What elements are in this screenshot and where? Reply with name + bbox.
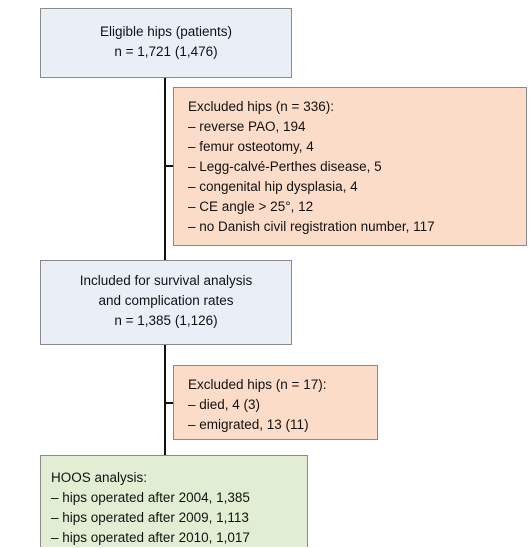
node-line: – Legg-calvé-Perthes disease, 5 [188, 159, 382, 174]
node-line: Included for survival analysis [79, 273, 253, 288]
excluded-box: Excluded hips (n = 17): – died, 4 (3) – em… [173, 365, 378, 440]
node-line: – femur osteotomy, 4 [188, 139, 314, 154]
excluded-box: Excluded hips (n = 336): – reverse PAO, 1… [173, 87, 527, 246]
node-line: – reverse PAO, 194 [188, 119, 306, 134]
node-line: n = 1,721 (1,476) [114, 44, 218, 59]
node-line: Excluded hips (n = 336): [188, 99, 334, 114]
included-box: Included for survival analysis and compli… [40, 260, 292, 345]
node-line: HOOS analysis: [51, 470, 148, 485]
node-line: – no Danish civil registration number, 1… [188, 219, 435, 234]
node-line: – CE angle > 25°, 12 [188, 199, 314, 214]
node-line: n = 1,385 (1,126) [114, 313, 218, 328]
eligible-box: Eligible hips (patients) n = 1,721 (1,476… [40, 8, 292, 78]
node-line: – congenital hip dysplasia, 4 [188, 179, 358, 194]
node-line: Excluded hips (n = 17): [188, 377, 327, 392]
node-line: – hips operated after 2004, 1,385 [51, 490, 250, 505]
node-line: – died, 4 (3) [188, 397, 261, 412]
node-line: – hips operated after 2009, 1,113 [51, 510, 249, 525]
node-line: – hips operated after 2010, 1,017 [51, 530, 250, 545]
node-line: – emigrated, 13 (11) [188, 417, 309, 432]
hoos-box: HOOS analysis: – hips operated after 2004… [40, 455, 308, 547]
node-line: Eligible hips (patients) [99, 24, 233, 39]
node-line: and complication rates [98, 293, 234, 308]
